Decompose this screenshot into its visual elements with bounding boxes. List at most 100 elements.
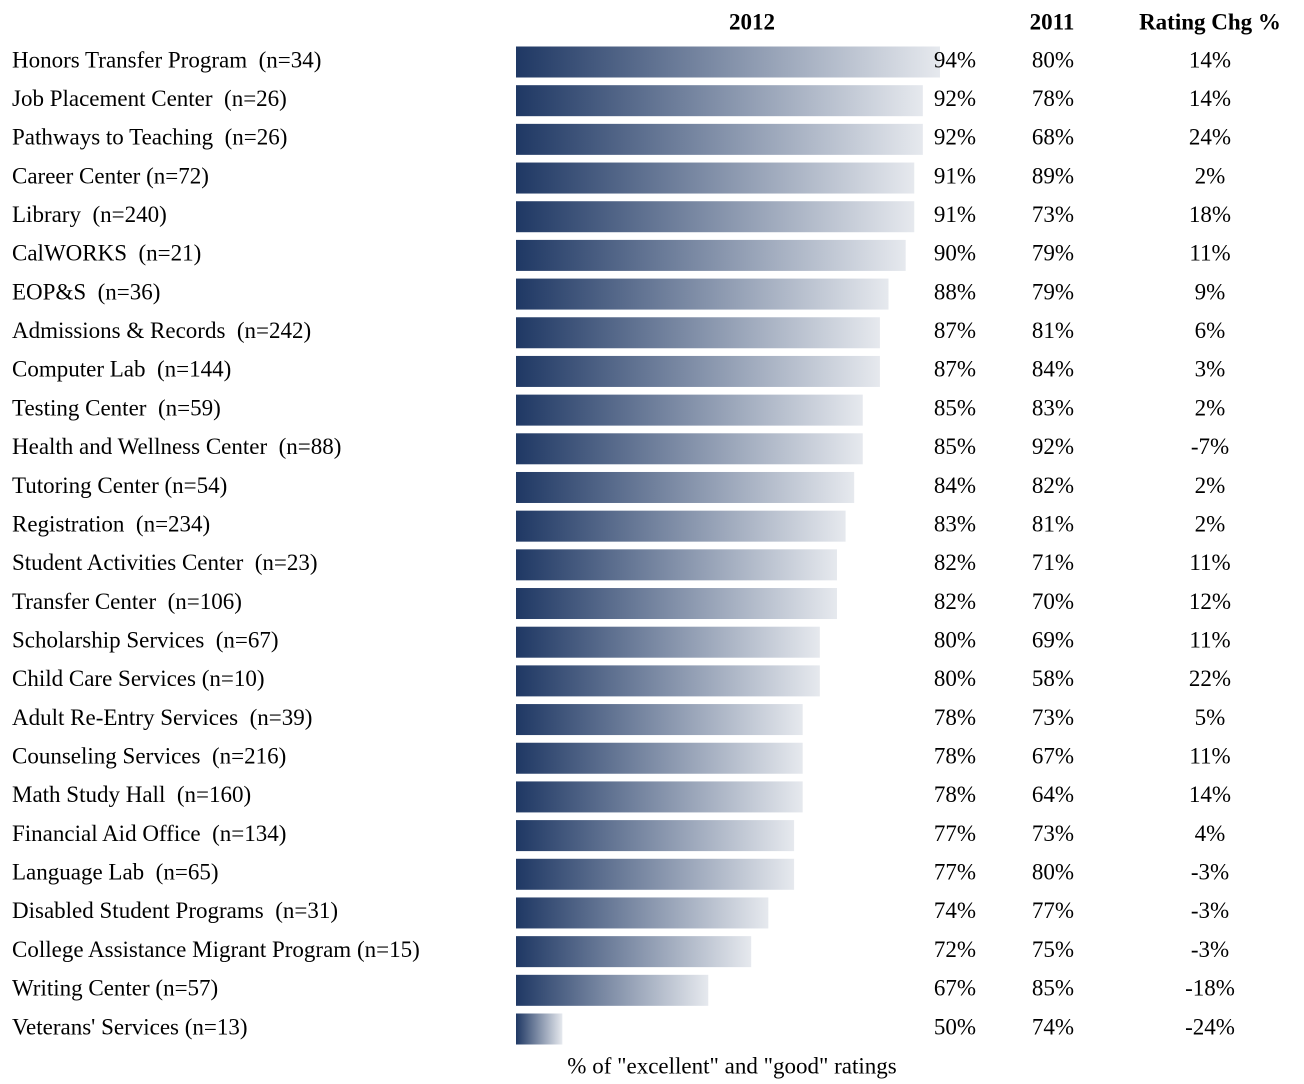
table-value: 58% xyxy=(1032,666,1074,691)
table-value: 68% xyxy=(1032,125,1074,150)
bar xyxy=(516,355,880,387)
table-value: -18% xyxy=(1185,976,1235,1001)
bar xyxy=(516,85,923,117)
table-value: 18% xyxy=(1189,202,1231,227)
bar xyxy=(516,588,838,620)
bar xyxy=(516,974,709,1006)
table-value: 81% xyxy=(1032,318,1074,343)
data-label: 83% xyxy=(934,511,976,536)
table-value: 79% xyxy=(1032,279,1074,304)
data-label: 87% xyxy=(934,318,976,343)
table-value: -3% xyxy=(1191,937,1229,962)
category-label: Disabled Student Programs (n=31) xyxy=(12,898,338,923)
table-value: 3% xyxy=(1195,357,1226,382)
table-value: 24% xyxy=(1189,125,1231,150)
table-value: 11% xyxy=(1189,241,1230,266)
bar xyxy=(516,317,880,349)
category-label: EOP&S (n=36) xyxy=(12,279,160,304)
bar xyxy=(516,433,863,465)
table-value: 71% xyxy=(1032,550,1074,575)
table-value: 82% xyxy=(1032,473,1074,498)
category-label: Computer Lab (n=144) xyxy=(12,357,231,382)
data-label: 91% xyxy=(934,202,976,227)
bar xyxy=(516,201,915,233)
table-value: 80% xyxy=(1032,860,1074,885)
data-label: 74% xyxy=(934,898,976,923)
category-label: Language Lab (n=65) xyxy=(12,860,218,885)
table-value: 77% xyxy=(1032,898,1074,923)
table-value: 80% xyxy=(1032,47,1074,72)
data-label: 77% xyxy=(934,821,976,846)
bar xyxy=(516,239,906,271)
data-label: 91% xyxy=(934,163,976,188)
category-label: Transfer Center (n=106) xyxy=(12,589,242,614)
table-value: 11% xyxy=(1189,744,1230,769)
category-label: Library (n=240) xyxy=(12,202,167,227)
table-value: 83% xyxy=(1032,395,1074,420)
category-label: Writing Center (n=57) xyxy=(12,976,218,1001)
bar xyxy=(516,1013,563,1045)
table-value: 14% xyxy=(1189,47,1231,72)
data-label: 94% xyxy=(934,47,976,72)
bar xyxy=(516,162,915,194)
table-value: -24% xyxy=(1185,1014,1235,1039)
table-value: 2% xyxy=(1195,163,1226,188)
category-label: College Assistance Migrant Program (n=15… xyxy=(12,937,420,962)
data-label: 78% xyxy=(934,782,976,807)
bar xyxy=(516,278,889,310)
category-label: Honors Transfer Program (n=34) xyxy=(12,47,321,72)
data-label: 84% xyxy=(934,473,976,498)
bar xyxy=(516,394,863,426)
table-value: 11% xyxy=(1189,550,1230,575)
table-value: 75% xyxy=(1032,937,1074,962)
table-value: 81% xyxy=(1032,511,1074,536)
table-value: 67% xyxy=(1032,744,1074,769)
category-label: Pathways to Teaching (n=26) xyxy=(12,125,287,150)
table-value: 5% xyxy=(1195,705,1226,730)
bar xyxy=(516,820,795,852)
data-label: 85% xyxy=(934,395,976,420)
table-value: 74% xyxy=(1032,1014,1074,1039)
data-label: 88% xyxy=(934,279,976,304)
data-label: 80% xyxy=(934,627,976,652)
bar xyxy=(516,858,795,890)
table-value: 92% xyxy=(1032,434,1074,459)
table-value: 6% xyxy=(1195,318,1226,343)
table-value: 73% xyxy=(1032,202,1074,227)
bar xyxy=(516,510,846,542)
category-label: Math Study Hall (n=160) xyxy=(12,782,251,807)
bar xyxy=(516,742,803,774)
data-label: 77% xyxy=(934,860,976,885)
table-value: 2% xyxy=(1195,395,1226,420)
category-label: Testing Center (n=59) xyxy=(12,395,221,420)
data-label: 72% xyxy=(934,937,976,962)
table-value: 11% xyxy=(1189,627,1230,652)
data-label: 90% xyxy=(934,241,976,266)
bar xyxy=(516,665,820,697)
table-value: -7% xyxy=(1191,434,1229,459)
bar xyxy=(516,549,838,581)
bar xyxy=(516,936,752,968)
table-value: -3% xyxy=(1191,860,1229,885)
bar xyxy=(516,781,803,813)
table-value: 79% xyxy=(1032,241,1074,266)
data-label: 80% xyxy=(934,666,976,691)
category-label: Admissions & Records (n=242) xyxy=(12,318,311,343)
column-header: Rating Chg % xyxy=(1139,9,1281,34)
category-label: Child Care Services (n=10) xyxy=(12,666,265,691)
table-value: 2% xyxy=(1195,511,1226,536)
category-label: Counseling Services (n=216) xyxy=(12,744,286,769)
data-label: 92% xyxy=(934,86,976,111)
table-value: 84% xyxy=(1032,357,1074,382)
table-value: 78% xyxy=(1032,86,1074,111)
table-value: 14% xyxy=(1189,86,1231,111)
table-value: 14% xyxy=(1189,782,1231,807)
bar xyxy=(516,46,940,78)
table-value: 22% xyxy=(1189,666,1231,691)
table-value: 69% xyxy=(1032,627,1074,652)
data-label: 82% xyxy=(934,550,976,575)
bar xyxy=(516,626,820,658)
x-axis-label: % of "excellent" and "good" ratings xyxy=(567,1053,896,1078)
